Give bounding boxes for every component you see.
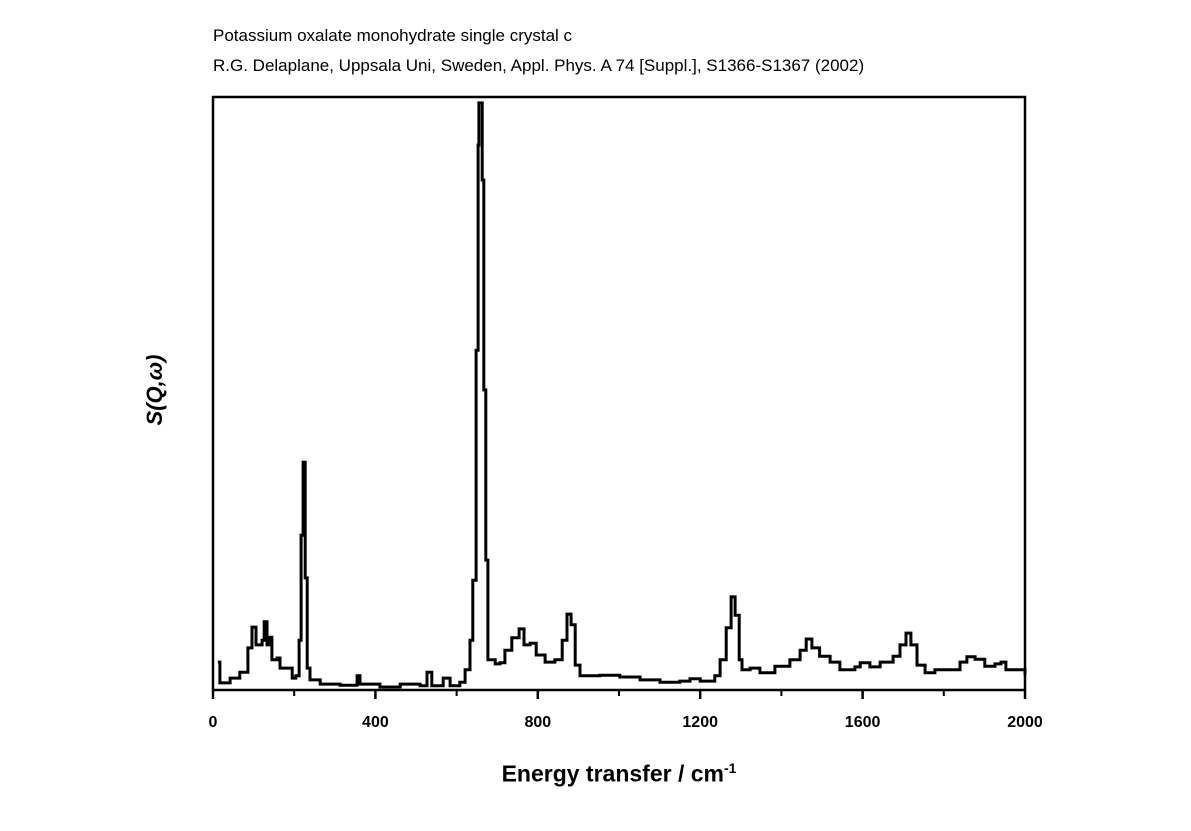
x-tick-label: 800 — [524, 714, 551, 731]
x-tick-label: 400 — [362, 714, 389, 731]
x-tick-label: 2000 — [1007, 714, 1043, 731]
x-tick-label: 0 — [209, 714, 218, 731]
x-tick-label: 1200 — [682, 714, 718, 731]
chart-subtitle: R.G. Delaplane, Uppsala Uni, Sweden, App… — [213, 56, 865, 75]
chart-title: Potassium oxalate monohydrate single cry… — [213, 26, 573, 45]
series-line — [217, 101, 1027, 689]
x-axis-label-superscript: -1 — [723, 760, 737, 776]
plot-frame — [211, 95, 1027, 692]
x-axis-label-text: Energy transfer / cm — [501, 760, 724, 787]
x-tick-label: 1600 — [845, 714, 881, 731]
x-axis-label: Energy transfer / cm-1 — [502, 760, 737, 788]
y-axis-label: S(Q,ω) — [142, 354, 167, 426]
